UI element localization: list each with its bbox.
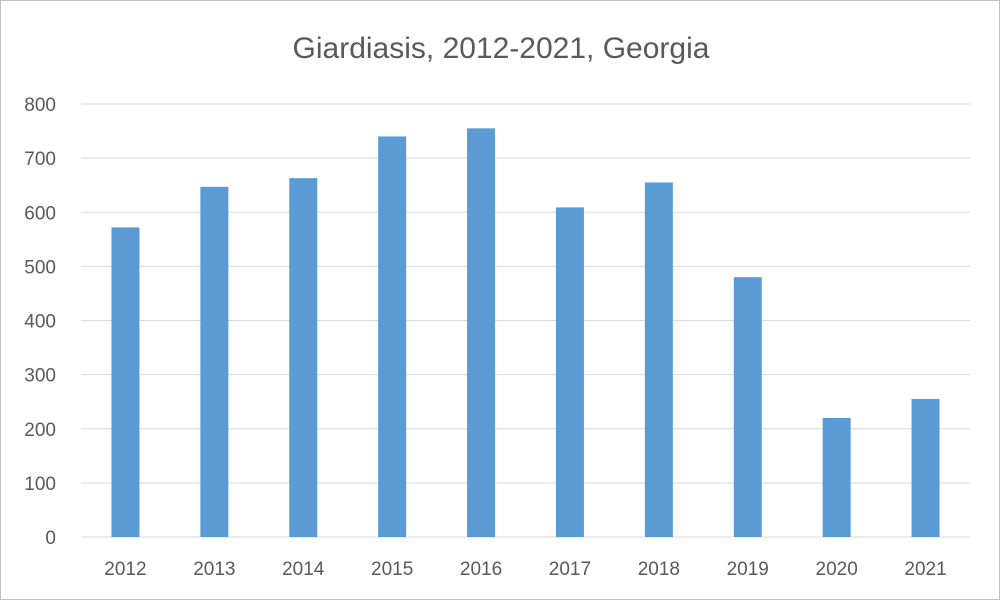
x-tick-label: 2013 <box>193 559 235 580</box>
y-tick-label: 200 <box>24 420 56 441</box>
y-axis-ticks: 0 100 200 300 400 500 600 700 800 <box>24 95 56 549</box>
y-tick-label: 500 <box>24 257 56 278</box>
y-tick-label: 800 <box>24 95 56 116</box>
bar-2014 <box>289 178 318 537</box>
x-tick-label: 2018 <box>638 559 680 580</box>
bar-2015 <box>378 136 407 537</box>
x-tick-label: 2020 <box>816 559 858 580</box>
bar-2012 <box>111 227 140 537</box>
x-tick-label: 2021 <box>904 559 946 580</box>
y-tick-label: 100 <box>24 474 56 495</box>
y-tick-label: 400 <box>24 312 56 333</box>
x-axis-ticks: 2012 2013 2014 2015 2016 2017 2018 2019 2020 2021 <box>104 559 946 580</box>
bars <box>111 128 940 537</box>
bar-2017 <box>555 207 584 537</box>
x-tick-label: 2016 <box>460 559 502 580</box>
bar-2018 <box>644 182 673 537</box>
gridlines <box>81 103 970 538</box>
x-tick-label: 2015 <box>371 559 413 580</box>
x-tick-label: 2012 <box>104 559 146 580</box>
x-tick-label: 2017 <box>549 559 591 580</box>
x-tick-label: 2019 <box>727 559 769 580</box>
bar-2021 <box>911 398 940 537</box>
y-tick-label: 0 <box>45 528 56 549</box>
chart-title: Giardiasis, 2012-2021, Georgia <box>293 32 710 65</box>
y-tick-label: 600 <box>24 203 56 224</box>
y-tick-label: 700 <box>24 149 56 170</box>
x-tick-label: 2014 <box>282 559 325 580</box>
bar-2020 <box>822 417 851 537</box>
bar-2016 <box>467 128 496 537</box>
y-tick-label: 300 <box>24 366 56 387</box>
bar-2019 <box>733 277 762 537</box>
bar-2013 <box>200 186 229 537</box>
